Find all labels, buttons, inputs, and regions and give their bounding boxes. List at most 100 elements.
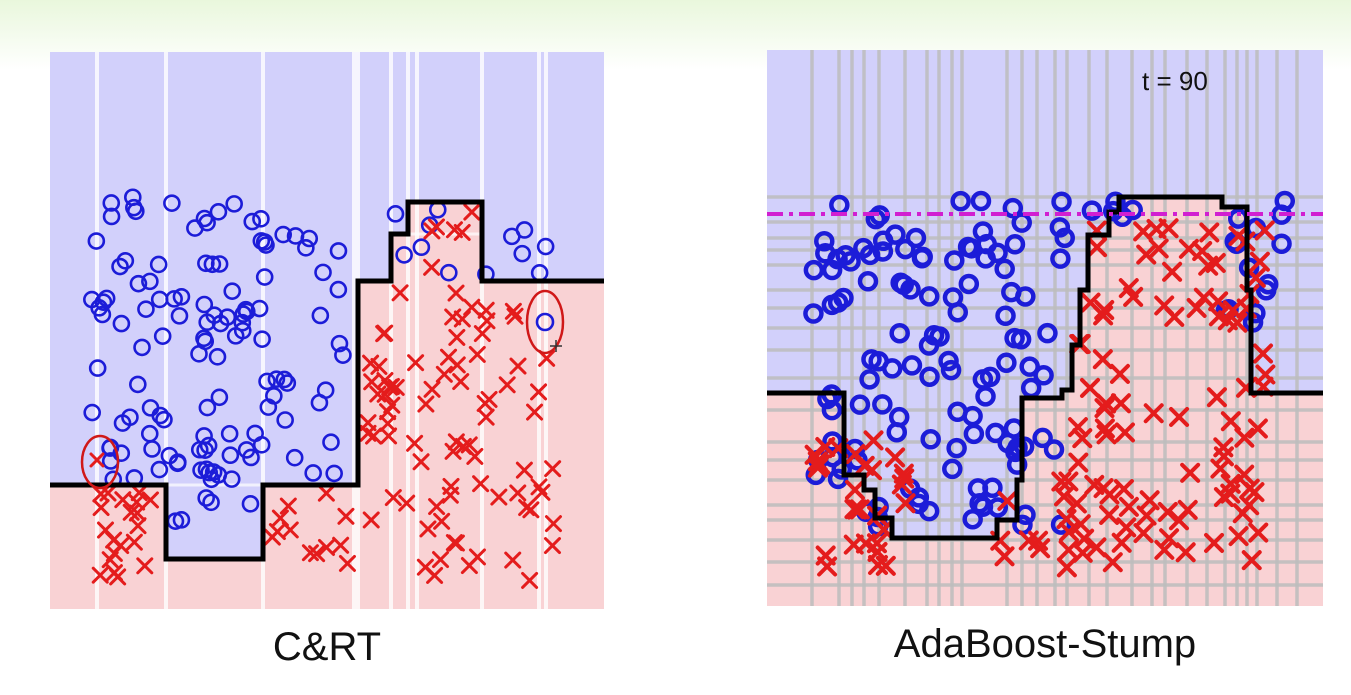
o-marker	[255, 268, 274, 286]
o-marker	[803, 259, 825, 281]
o-marker	[872, 241, 894, 262]
o-marker	[129, 375, 147, 394]
x-marker	[1204, 532, 1225, 553]
o-marker	[905, 227, 927, 249]
o-marker	[920, 429, 941, 450]
o-marker	[1050, 514, 1072, 535]
x-marker	[1094, 398, 1115, 419]
o-marker	[304, 464, 322, 482]
x-marker	[453, 310, 471, 328]
o-marker	[987, 497, 1009, 518]
o-marker	[150, 290, 169, 309]
x-marker	[509, 484, 527, 502]
o-marker	[223, 282, 242, 300]
x-marker	[423, 380, 441, 398]
x-marker	[338, 554, 356, 572]
x-marker	[498, 376, 516, 394]
x-marker	[477, 301, 495, 319]
x-marker	[1249, 251, 1270, 272]
x-marker	[1018, 530, 1039, 551]
x-marker	[1164, 306, 1185, 327]
o-marker	[211, 314, 230, 333]
o-marker	[849, 394, 871, 415]
x-marker	[428, 498, 446, 516]
o-marker	[918, 500, 940, 522]
x-marker	[423, 258, 441, 276]
x-marker	[1169, 406, 1190, 427]
x-marker	[444, 442, 462, 460]
o-marker	[197, 254, 215, 273]
x-marker	[1099, 484, 1120, 505]
o-marker	[195, 295, 214, 314]
x-marker	[1213, 446, 1234, 467]
o-marker	[197, 489, 215, 507]
x-marker	[1206, 387, 1227, 408]
x-marker	[1213, 487, 1234, 508]
o-marker	[857, 271, 879, 292]
x-marker	[128, 493, 146, 511]
x-marker	[387, 378, 405, 396]
o-marker	[90, 299, 108, 317]
x-marker	[1244, 482, 1265, 503]
x-marker	[370, 357, 388, 375]
x-marker	[1058, 521, 1079, 542]
x-marker	[1080, 292, 1101, 313]
o-marker	[102, 207, 121, 226]
x-marker	[1254, 220, 1275, 241]
o-marker	[102, 194, 121, 212]
o-marker	[997, 432, 1018, 454]
o-marker	[944, 250, 965, 271]
x-marker	[1157, 501, 1178, 522]
x-marker	[1056, 557, 1077, 578]
x-marker	[480, 390, 498, 408]
annotation-circle	[525, 289, 565, 355]
o-marker	[257, 236, 275, 254]
x-marker	[1118, 496, 1139, 517]
o-marker	[246, 424, 264, 443]
o-marker	[840, 251, 861, 272]
x-marker	[1159, 528, 1180, 549]
o-marker	[329, 242, 348, 260]
o-marker	[88, 359, 107, 377]
o-marker	[221, 446, 240, 465]
o-marker	[827, 248, 848, 270]
x-marker	[810, 454, 831, 475]
x-marker	[1227, 312, 1248, 333]
blue-region	[50, 52, 604, 559]
x-marker	[317, 484, 335, 502]
x-marker	[301, 544, 319, 562]
o-marker	[536, 237, 555, 256]
x-marker	[468, 345, 486, 363]
o-marker	[258, 372, 276, 391]
x-marker	[376, 385, 394, 403]
x-marker	[1245, 267, 1266, 288]
x-marker	[1066, 493, 1087, 514]
x-marker	[885, 447, 906, 468]
x-marker	[105, 531, 123, 549]
o-marker	[1033, 365, 1054, 386]
o-marker	[895, 238, 916, 260]
o-marker	[325, 464, 343, 483]
o-marker	[918, 286, 940, 307]
o-marker	[395, 246, 413, 264]
x-marker	[1239, 495, 1260, 516]
o-marker	[111, 257, 129, 276]
o-marker	[112, 444, 131, 463]
x-marker	[406, 434, 424, 452]
o-marker	[970, 190, 992, 212]
o-marker	[947, 401, 968, 423]
x-marker	[477, 408, 495, 426]
x-marker	[432, 551, 450, 569]
x-marker	[1177, 499, 1198, 520]
iteration-label: t = 90	[1142, 66, 1208, 96]
x-marker	[359, 414, 377, 432]
o-marker	[198, 398, 217, 417]
x-marker	[846, 499, 867, 520]
o-marker	[919, 366, 940, 387]
x-marker	[141, 491, 159, 509]
x-marker	[416, 558, 434, 576]
o-marker	[440, 263, 458, 282]
x-marker	[130, 484, 148, 502]
o-marker	[195, 329, 213, 348]
o-marker	[140, 424, 159, 443]
